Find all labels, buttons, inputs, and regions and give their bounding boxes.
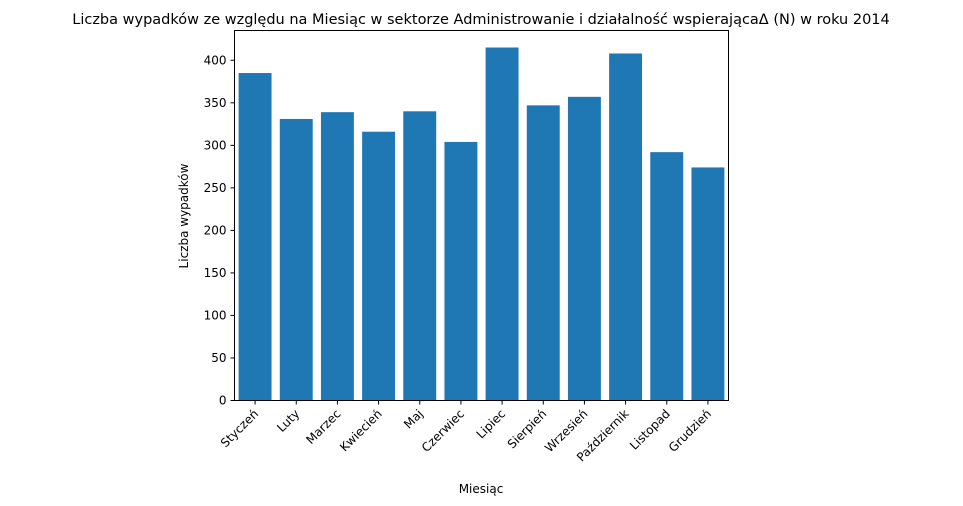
bar-2 (320, 112, 354, 401)
y-tick-label: 150 (204, 266, 227, 280)
chart-title: Liczba wypadków ze względu na Miesiąc w … (72, 12, 890, 28)
y-tick-label: 50 (211, 351, 226, 365)
bar-5 (444, 141, 478, 401)
x-tick-label: Grudzień (666, 407, 714, 455)
bar-7 (526, 105, 560, 401)
x-tick-label: Maj (401, 407, 426, 432)
x-tick-label: Marzec (303, 407, 343, 447)
bar-6 (485, 47, 519, 401)
x-tick-label: Lipiec (474, 407, 509, 442)
x-tick-label: Styczeń (218, 407, 261, 450)
bar-4 (403, 111, 437, 401)
y-axis: 0 50 100 150 200 250 300 350 400 (204, 53, 235, 408)
bars (238, 47, 725, 401)
y-tick-label: 400 (204, 53, 227, 67)
x-tick-label: Czerwiec (419, 407, 467, 455)
y-tick-label: 100 (204, 308, 227, 322)
bar-3 (362, 131, 396, 401)
bar-8 (567, 96, 601, 401)
y-tick-label: 350 (204, 96, 227, 110)
plot-area (234, 30, 729, 401)
bar-0 (238, 73, 272, 401)
x-axis-label: Miesiąc (459, 482, 504, 496)
y-tick-label: 300 (204, 138, 227, 152)
y-tick-label: 0 (219, 394, 227, 408)
y-axis-label: Liczba wypadków (177, 163, 191, 268)
bar-9 (609, 53, 643, 401)
y-tick-label: 250 (204, 181, 227, 195)
x-tick-label: Luty (274, 407, 302, 435)
bar-11 (691, 167, 725, 401)
bar-10 (650, 152, 684, 401)
x-tick-label: Kwiecień (337, 407, 385, 455)
bar-1 (279, 118, 313, 401)
plot-frame (234, 30, 729, 401)
y-tick-label: 200 (204, 223, 227, 237)
